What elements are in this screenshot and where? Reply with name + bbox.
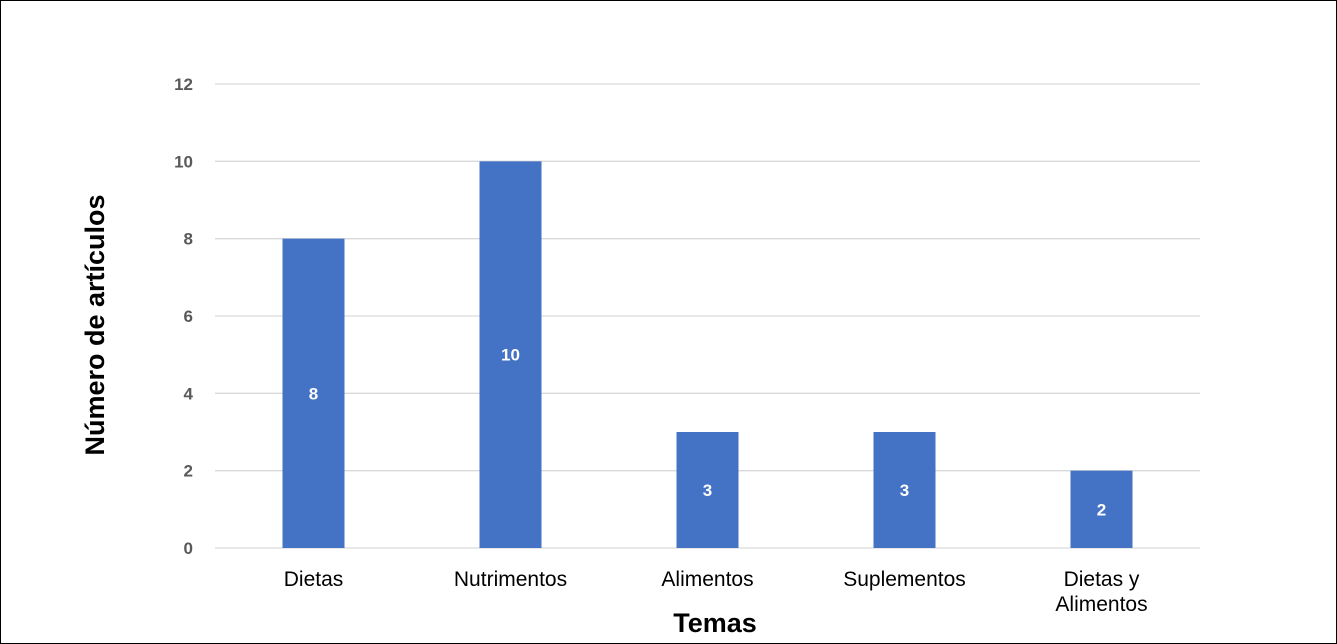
x-category-label: Dietas y xyxy=(1064,568,1140,591)
data-labels: 8 10 3 3 2 xyxy=(309,346,1106,520)
x-axis-title: Temas xyxy=(673,608,757,638)
y-axis-ticks: 0 2 4 6 8 10 12 xyxy=(174,75,193,558)
x-category-label: Alimentos xyxy=(661,568,753,591)
data-label: 3 xyxy=(900,481,909,500)
y-axis-title: Número de artículos xyxy=(80,194,110,455)
y-tick-label: 12 xyxy=(174,75,193,94)
gridlines xyxy=(215,83,1200,549)
bar xyxy=(282,238,345,548)
y-tick-label: 8 xyxy=(184,230,193,249)
data-label: 10 xyxy=(501,346,520,365)
x-category-label: Suplementos xyxy=(843,568,966,591)
y-tick-label: 10 xyxy=(174,152,193,171)
x-category-label: Nutrimentos xyxy=(454,568,567,591)
y-tick-label: 0 xyxy=(184,539,193,558)
y-tick-label: 6 xyxy=(184,307,193,326)
bar xyxy=(676,432,739,548)
data-label: 3 xyxy=(703,481,712,500)
bar xyxy=(873,432,936,548)
data-label: 2 xyxy=(1097,500,1106,519)
x-category-label: Alimentos xyxy=(1055,593,1147,616)
x-axis-categories: Dietas Nutrimentos Alimentos Suplementos Die… xyxy=(284,568,1148,616)
bar xyxy=(479,161,542,549)
y-tick-label: 4 xyxy=(184,384,194,403)
bars xyxy=(282,161,1133,549)
bar xyxy=(1070,470,1133,548)
x-category-label: Dietas xyxy=(284,568,344,591)
y-tick-label: 2 xyxy=(184,462,193,481)
data-label: 8 xyxy=(309,384,318,403)
